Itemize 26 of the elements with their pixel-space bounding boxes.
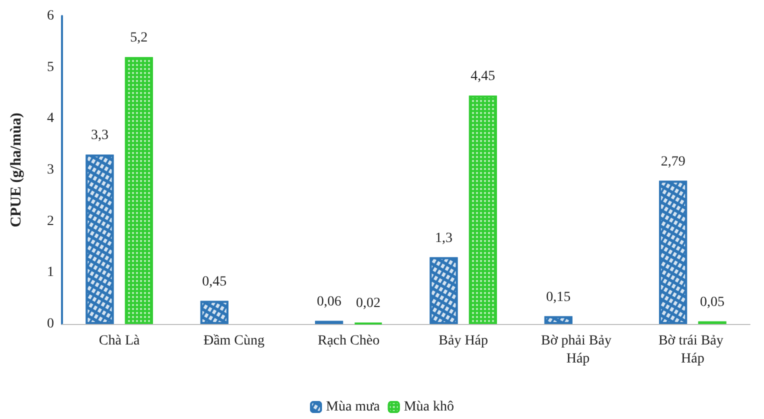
y-tick-label: 5 — [47, 60, 54, 75]
x-tick-label: Bảy Háp — [438, 334, 488, 348]
data-label: 2,79 — [660, 154, 686, 170]
data-label: 0,15 — [546, 290, 571, 305]
data-label: 3,3 — [90, 128, 108, 144]
y-tick-label: 1 — [47, 265, 54, 280]
legend-label: Mùa mưa — [326, 400, 381, 414]
data-label: 0,06 — [316, 294, 342, 310]
data-label: 0,45 — [202, 274, 227, 290]
y-tick-label: 4 — [47, 111, 54, 126]
data-label: 0,02 — [356, 296, 381, 311]
data-label: 0,05 — [700, 294, 725, 310]
x-tick-label: Bờ phải Bảy Háp — [541, 334, 615, 366]
y-tick-label: 0 — [47, 316, 54, 332]
data-label: 1,3 — [434, 230, 452, 246]
x-tick-label: Đầm Cùng — [203, 334, 265, 348]
data-label: 5,2 — [130, 30, 148, 46]
x-tick-label: Chà Là — [98, 334, 141, 348]
y-tick-label: 6 — [47, 8, 54, 24]
y-tick-label: 2 — [47, 214, 54, 229]
data-label: 4,45 — [470, 69, 496, 84]
y-tick-label: 3 — [47, 162, 54, 178]
x-tick-label: Bờ trái Bảy Háp — [658, 334, 727, 366]
legend-label: Mùa khô — [404, 400, 454, 414]
x-tick-label: Rạch Chèo — [318, 334, 380, 348]
y-axis-title: CPUE (g/ha/mùa) — [8, 112, 24, 228]
